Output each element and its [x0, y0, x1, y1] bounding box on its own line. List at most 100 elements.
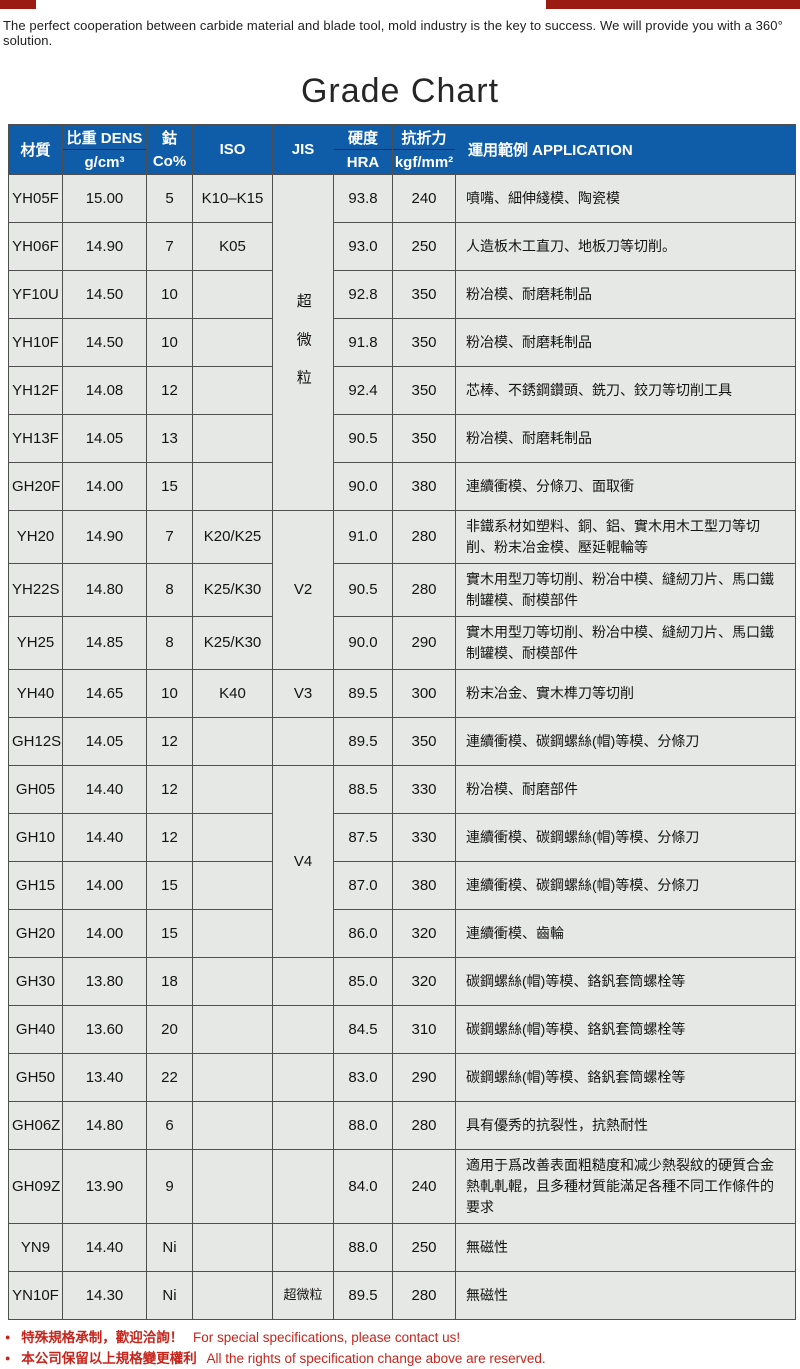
header-cobalt-unit: Co% — [152, 153, 187, 171]
header-hardness-label: 硬度 — [334, 125, 392, 150]
cell-density: 14.50 — [62, 318, 147, 367]
table-row: YH06F 14.90 7 K05 93.0 250 人造板木工直刀、地板刀等切削。 — [8, 222, 796, 271]
header-jis: JIS — [272, 124, 334, 175]
cell-cobalt: 20 — [146, 1005, 193, 1054]
cell-material: YH05F — [8, 174, 63, 223]
cell-density: 14.40 — [62, 1223, 147, 1272]
cell-strength: 350 — [392, 366, 456, 415]
cell-jis: 超微粒 — [272, 174, 334, 511]
table-row: YN9 14.40 Ni 88.0 250 無磁性 — [8, 1223, 796, 1272]
cell-application: 具有優秀的抗裂性，抗熱耐性 — [455, 1101, 796, 1150]
cell-jis — [272, 1149, 334, 1224]
cell-hardness-hra: 88.5 — [333, 765, 393, 814]
cell-cobalt: 7 — [146, 222, 193, 271]
cell-iso — [192, 765, 273, 814]
cell-jis: 超微粒 — [272, 1271, 334, 1320]
cell-material: GH50 — [8, 1053, 63, 1102]
cell-material: GH12S — [8, 717, 63, 766]
table-row: YH10F 14.50 10 91.8 350 粉冶模、耐磨耗制品 — [8, 318, 796, 367]
cell-material: YH13F — [8, 414, 63, 463]
cell-density: 14.40 — [62, 813, 147, 862]
cell-strength: 350 — [392, 270, 456, 319]
header-density-unit: g/cm³ — [84, 153, 125, 171]
cell-strength: 350 — [392, 318, 456, 367]
cell-density: 14.80 — [62, 563, 147, 617]
cell-cobalt: 5 — [146, 174, 193, 223]
cell-density: 15.00 — [62, 174, 147, 223]
cell-application: 噴嘴、細伸綫模、陶瓷模 — [455, 174, 796, 223]
footer-note-zh: 特殊規格承制，歡迎洽詢！ — [21, 1330, 184, 1345]
cell-strength: 290 — [392, 1053, 456, 1102]
cell-hardness-hra: 89.5 — [333, 717, 393, 766]
cell-material: GH15 — [8, 861, 63, 910]
header-row: 材質 比重 DENS g/cm³ 鈷 Co% ISO JIS 硬度 HRA — [8, 124, 796, 175]
bullet-icon: ● — [5, 1353, 11, 1363]
page-title: Grade Chart — [300, 72, 500, 110]
table-row: YH12F 14.08 12 92.4 350 芯棒、不銹鋼鑽頭、銑刀、鉸刀等切削工具 — [8, 366, 796, 415]
cell-cobalt: 10 — [146, 270, 193, 319]
cell-strength: 330 — [392, 813, 456, 862]
cell-strength: 380 — [392, 462, 456, 511]
cell-hardness-hra: 87.0 — [333, 861, 393, 910]
cell-iso — [192, 909, 273, 958]
cell-iso — [192, 813, 273, 862]
cell-application: 連續衝模、碳鋼螺絲(帽)等模、分條刀 — [455, 861, 796, 910]
cell-material: YH20 — [8, 510, 63, 564]
cell-density: 14.00 — [62, 909, 147, 958]
table-row: GH09Z 13.90 9 84.0 240 適用于爲改善表面粗糙度和减少熱裂紋的硬質合金… — [8, 1149, 796, 1224]
header-iso: ISO — [192, 124, 273, 175]
cell-jis — [272, 1223, 334, 1272]
cell-application: 粉冶模、耐磨耗制品 — [455, 414, 796, 463]
cell-material: GH10 — [8, 813, 63, 862]
cell-density: 14.00 — [62, 861, 147, 910]
table-row: GH40 13.60 20 84.5 310 碳鋼螺絲(帽)等模、鉻釩套筒螺栓等 — [8, 1005, 796, 1054]
cell-jis — [272, 1053, 334, 1102]
cell-strength: 250 — [392, 222, 456, 271]
cell-density: 13.60 — [62, 1005, 147, 1054]
cell-material: YH25 — [8, 616, 63, 670]
cell-material: GH06Z — [8, 1101, 63, 1150]
jis-group-label: V2 — [293, 581, 313, 599]
cell-material: GH20 — [8, 909, 63, 958]
cell-material: YN9 — [8, 1223, 63, 1272]
cell-application: 實木用型刀等切削、粉冶中模、縫紉刀片、馬口鐵制罐模、耐模部件 — [455, 616, 796, 670]
cell-hardness-hra: 89.5 — [333, 669, 393, 718]
cell-hardness-hra: 90.5 — [333, 563, 393, 617]
cell-iso — [192, 414, 273, 463]
cell-cobalt: 18 — [146, 957, 193, 1006]
cell-density: 14.80 — [62, 1101, 147, 1150]
cell-hardness-hra: 90.0 — [333, 616, 393, 670]
cell-strength: 300 — [392, 669, 456, 718]
jis-group-label: V4 — [293, 852, 313, 870]
cell-cobalt: 15 — [146, 861, 193, 910]
jis-group-label: V3 — [293, 684, 313, 702]
cell-jis — [272, 957, 334, 1006]
cell-material: GH05 — [8, 765, 63, 814]
cell-strength: 380 — [392, 861, 456, 910]
cell-cobalt: 12 — [146, 717, 193, 766]
header-strength: 抗折力 kgf/mm² — [392, 124, 456, 175]
cell-density: 14.08 — [62, 366, 147, 415]
cell-iso: K25/K30 — [192, 563, 273, 617]
cell-density: 14.90 — [62, 510, 147, 564]
jis-group-label: 超微粒 — [294, 292, 312, 408]
cell-density: 14.05 — [62, 717, 147, 766]
table-row: GH15 14.00 15 87.0 380 連續衝模、碳鋼螺絲(帽)等模、分條刀 — [8, 861, 796, 910]
cell-material: YH06F — [8, 222, 63, 271]
cell-iso — [192, 270, 273, 319]
table-row: GH30 13.80 18 85.0 320 碳鋼螺絲(帽)等模、鉻釩套筒螺栓等 — [8, 957, 796, 1006]
cell-density: 14.65 — [62, 669, 147, 718]
cell-application: 人造板木工直刀、地板刀等切削。 — [455, 222, 796, 271]
header-hardness: 硬度 HRA — [333, 124, 393, 175]
cell-cobalt: 15 — [146, 462, 193, 511]
cell-jis: V2 — [272, 510, 334, 670]
cell-iso — [192, 1053, 273, 1102]
cell-strength: 290 — [392, 616, 456, 670]
cell-cobalt: 12 — [146, 813, 193, 862]
cell-material: YH12F — [8, 366, 63, 415]
cell-application: 實木用型刀等切削、粉冶中模、縫紉刀片、馬口鐵制罐模、耐模部件 — [455, 563, 796, 617]
cell-iso — [192, 1271, 273, 1320]
header-application-label: 運用範例 APPLICATION — [468, 142, 633, 159]
cell-hardness-hra: 90.0 — [333, 462, 393, 511]
cell-density: 14.90 — [62, 222, 147, 271]
